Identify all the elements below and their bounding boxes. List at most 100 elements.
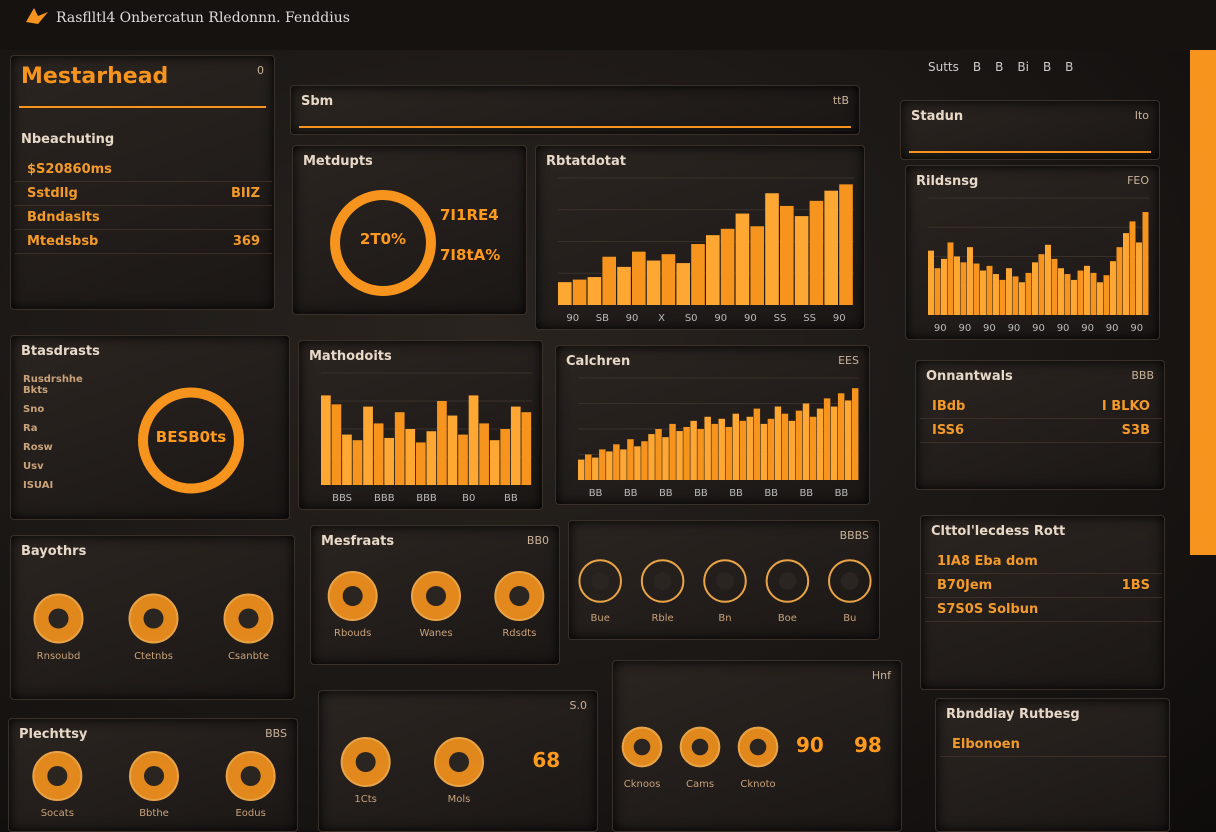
bar <box>437 401 447 485</box>
bar <box>809 416 817 480</box>
nav-item[interactable]: Sutts <box>928 60 959 74</box>
panel: Mestarhead 0 Nbeachuting $S20860ms Sstdllg BI… <box>10 55 275 310</box>
bar <box>718 418 725 480</box>
stat: 68 <box>532 748 561 772</box>
nav-item[interactable]: B <box>972 60 982 74</box>
bar <box>683 426 690 480</box>
bar <box>342 434 352 485</box>
icon-inner <box>749 738 767 756</box>
icon-inner <box>144 766 164 786</box>
panel: Bayothrs Rnsoubd Ctetnbs Csanbte <box>10 535 295 700</box>
bar <box>1103 275 1110 315</box>
panel-title: Rbnddiay Rutbesg <box>946 707 1080 722</box>
x-label: BB <box>694 488 708 499</box>
row: Rusdrshhe Bkts <box>11 370 121 400</box>
row-text: Rosw <box>23 442 53 453</box>
bar <box>704 416 711 480</box>
panel-title: Rbtatdotat <box>546 154 626 169</box>
bar <box>321 395 331 485</box>
panel-title: Mathodoits <box>309 349 392 364</box>
bar <box>774 406 782 480</box>
icon-inner <box>47 766 68 786</box>
x-label: BB <box>589 488 603 499</box>
row-text: ISUAI <box>23 480 54 491</box>
x-label: 90 <box>1032 323 1045 334</box>
panel: Rildsnsg FEO 90 90 90 90 90 90 90 90 90 <box>905 165 1160 340</box>
x-label: 90 <box>833 313 846 324</box>
bar <box>690 420 697 480</box>
subtitle: Nbeachuting <box>21 132 115 147</box>
x-label: X <box>658 313 665 324</box>
bar <box>415 442 426 485</box>
chart: BB BB BB BB BB BB BB BB <box>578 377 859 499</box>
panel: Metdupts 2T0% 7I1RE4 7I8tA% <box>292 145 527 315</box>
nav-item[interactable]: B <box>1065 60 1074 74</box>
row: Mtedsbsb 369 <box>15 230 272 254</box>
panel-title: Calchren <box>566 354 631 369</box>
rows: 1IA8 Eba dom B70Jem 1BS S7S0S Solbun <box>925 550 1162 622</box>
bar <box>1136 242 1142 315</box>
bar <box>676 431 683 480</box>
stat: 7I8tA% <box>440 246 501 264</box>
panel: Plechttsy BBS Socats Bbthe Eodus <box>8 718 298 832</box>
rows: $S20860ms Sstdllg BIIZ Bdndaslts Mtedsbsb 369 <box>15 158 272 254</box>
row: Bdndaslts <box>15 206 272 230</box>
bar <box>447 415 458 485</box>
x-label: BB <box>799 488 813 499</box>
nav-item[interactable]: Bi <box>1017 60 1029 74</box>
bar <box>823 398 831 480</box>
nav: Sutts B B Bi B B <box>928 60 1073 74</box>
bar <box>765 193 779 305</box>
row: Sno <box>11 400 121 419</box>
underline <box>299 126 851 128</box>
bar <box>1058 268 1064 315</box>
panel: Rbtatdotat 90 SB 90 X S0 90 90 SS SS 90 <box>535 145 865 330</box>
icon-inner <box>691 738 709 756</box>
x-label: BBB <box>416 493 437 504</box>
stat: 98 <box>854 733 882 757</box>
x-label: SB <box>596 313 609 324</box>
bar <box>405 429 416 485</box>
bar <box>1077 270 1084 315</box>
nav-item[interactable]: B <box>1042 60 1052 74</box>
row-text: Usv <box>23 461 44 472</box>
bar <box>627 439 634 480</box>
icon-label: Bn <box>718 613 732 624</box>
bar <box>558 282 572 305</box>
bar <box>617 266 631 305</box>
bar <box>928 250 934 315</box>
bar <box>606 451 613 480</box>
panel: Btasdrasts BESB0ts Rusdrshhe Bkts Sno Ra Rosw… <box>10 335 290 520</box>
icon <box>703 559 747 603</box>
icon-label: Rnsoubd <box>36 650 81 662</box>
panel: Mesfraats BB0 Rbouds Wanes Rdsdts <box>310 525 560 665</box>
row-text: 369 <box>232 234 260 249</box>
brand: Rasflltl4 Onbercatun Rledonnn. Fenddius <box>56 10 350 26</box>
bar <box>648 434 655 480</box>
bar <box>1090 272 1097 315</box>
icon-label: Csanbte <box>227 650 270 662</box>
bar <box>587 277 602 305</box>
bar <box>500 429 511 485</box>
icons <box>340 737 484 787</box>
bar <box>468 395 479 485</box>
icon-inner <box>633 738 651 756</box>
bar <box>1097 282 1103 315</box>
panel-title: Mestarhead <box>21 64 169 89</box>
icons <box>621 726 779 768</box>
panel-title: Rildsnsg <box>916 174 979 189</box>
panel: Calchren EES BB BB BB BB BB BB BB BB <box>555 345 870 505</box>
row-text: Sno <box>23 404 45 415</box>
bar <box>739 420 747 480</box>
bar <box>941 258 947 315</box>
bar <box>602 256 617 305</box>
panel-title: Plechttsy <box>19 727 88 742</box>
panel-badge: BBS <box>265 727 287 740</box>
nav-item[interactable]: B <box>995 60 1004 74</box>
icon <box>765 559 810 603</box>
icon-label: Boe <box>777 613 797 624</box>
icon-label: Bue <box>590 613 610 624</box>
icons <box>327 571 545 621</box>
row: Ra <box>11 419 121 438</box>
bar <box>1110 261 1116 315</box>
